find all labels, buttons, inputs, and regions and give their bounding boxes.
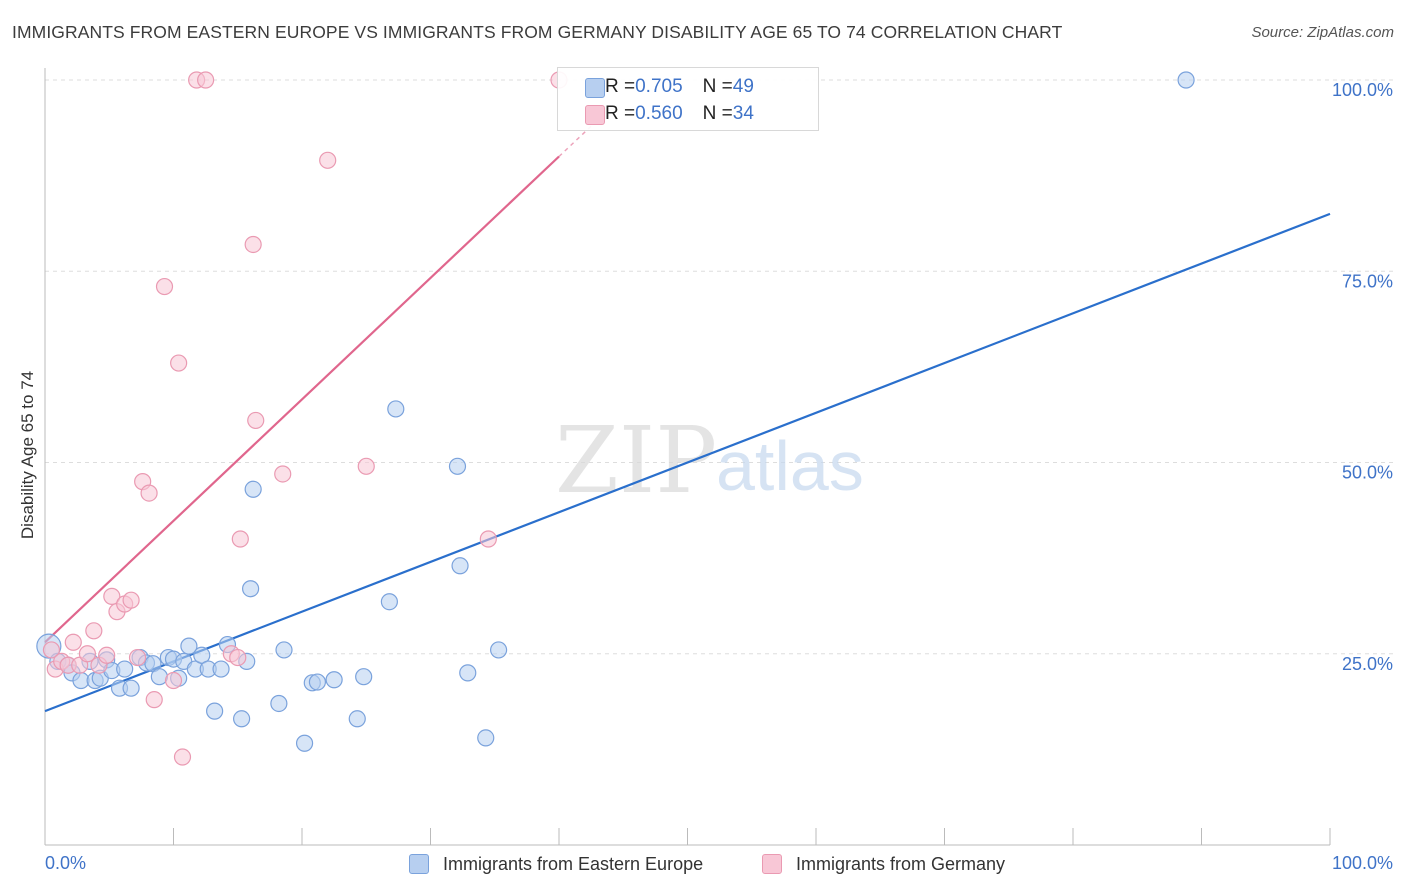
data-point-germany [164, 671, 183, 690]
data-point-germany [103, 587, 121, 605]
data-point-germany [128, 648, 147, 667]
legend-n-value: 34 [732, 103, 754, 124]
data-point-eastern-europe [242, 580, 260, 598]
legend-r-value: 0.705 [635, 76, 683, 97]
data-point-eastern-europe [233, 710, 251, 728]
legend-n-label: N = [702, 103, 733, 124]
data-point-eastern-europe [308, 673, 327, 691]
watermark: ZIP atlas [555, 407, 864, 514]
legend-n-value: 49 [732, 76, 754, 97]
y-tick-label: 75.0% [1342, 271, 1393, 291]
bottom-legend-germany: Immigrants from Germany [762, 852, 1005, 876]
data-point-eastern-europe [244, 480, 262, 498]
source-label: Source: ZipAtlas.com [1251, 24, 1394, 41]
data-point-eastern-europe [212, 660, 230, 678]
data-point-germany [274, 465, 292, 483]
x-tick-label: 0.0% [45, 853, 86, 873]
points-layer [36, 71, 1195, 766]
axis-layer [44, 68, 1331, 846]
bottom-legend-swatch-pink [762, 854, 782, 874]
data-point-germany [319, 151, 337, 169]
data-point-germany [85, 622, 103, 640]
data-point-eastern-europe [490, 641, 508, 659]
y-tick-label: 50.0% [1342, 463, 1393, 483]
chart-title: IMMIGRANTS FROM EASTERN EUROPE VS IMMIGR… [12, 22, 1063, 42]
data-point-germany [247, 411, 265, 430]
data-point-germany [42, 641, 61, 659]
legend-n-label: N = [702, 76, 733, 97]
grid-layer [45, 79, 1395, 655]
legend-r-label: R = [605, 76, 636, 97]
y-tick-label: 100.0% [1332, 80, 1393, 100]
tick-label-layer: 25.0% 50.0% 75.0% 100.0% 0.0% 100.0% [45, 80, 1393, 873]
data-point-eastern-europe [355, 668, 373, 686]
bottom-legend-label: Immigrants from Eastern Europe [443, 853, 704, 874]
trend-line-germany [44, 155, 560, 644]
trend-line-germany-extension [558, 119, 599, 158]
data-point-germany [231, 530, 249, 548]
data-point-germany [78, 645, 97, 663]
y-axis-label: Disability Age 65 to 74 [18, 370, 37, 540]
bottom-legend-swatch-blue [409, 854, 429, 874]
data-point-eastern-europe [448, 457, 467, 475]
legend-swatch-pink [585, 105, 605, 125]
y-tick-label: 25.0% [1342, 654, 1393, 674]
data-point-germany [64, 633, 82, 651]
data-point-eastern-europe [295, 734, 314, 752]
data-point-germany [479, 530, 497, 548]
data-point-germany [98, 646, 116, 664]
data-point-eastern-europe [348, 710, 366, 728]
data-point-eastern-europe [122, 679, 140, 697]
data-point-eastern-europe [116, 660, 134, 678]
bottom-legend-eastern-europe: Immigrants from Eastern Europe [409, 852, 703, 876]
data-point-germany [357, 457, 375, 475]
data-point-eastern-europe [1177, 71, 1195, 89]
legend-row-germany: R = 0.560 N = 34 [585, 102, 754, 126]
watermark-atlas: atlas [716, 427, 864, 505]
legend-r-label: R = [605, 103, 636, 124]
data-point-eastern-europe [206, 702, 224, 720]
data-point-germany [229, 648, 247, 667]
trend-layer [44, 119, 1331, 713]
data-point-eastern-europe [451, 557, 469, 575]
data-point-eastern-europe [459, 664, 477, 682]
data-point-germany [170, 354, 188, 372]
data-point-germany [155, 277, 174, 296]
data-point-germany [145, 691, 163, 709]
data-point-eastern-europe [477, 729, 495, 747]
correlation-legend: R = 0.705 N = 49 R = 0.560 N = 34 [557, 67, 819, 131]
data-point-germany [140, 484, 158, 502]
data-point-eastern-europe [275, 641, 293, 659]
data-point-eastern-europe [180, 637, 198, 655]
data-point-eastern-europe [325, 671, 343, 689]
legend-r-value: 0.560 [635, 103, 683, 124]
data-point-eastern-europe [387, 400, 405, 418]
data-point-eastern-europe [193, 646, 211, 664]
data-point-eastern-europe [150, 668, 168, 686]
legend-swatch-blue [585, 78, 605, 98]
trend-line-eastern-europe [44, 212, 1331, 713]
legend-row-eastern-europe: R = 0.705 N = 49 [585, 75, 754, 99]
bottom-legend-label: Immigrants from Germany [796, 853, 1006, 874]
data-point-germany [122, 591, 140, 609]
data-point-germany [197, 71, 215, 89]
data-point-germany [244, 235, 262, 254]
data-point-germany [173, 748, 192, 766]
data-point-eastern-europe [380, 593, 398, 611]
x-tick-label: 100.0% [1332, 853, 1393, 873]
data-point-eastern-europe [270, 694, 288, 713]
